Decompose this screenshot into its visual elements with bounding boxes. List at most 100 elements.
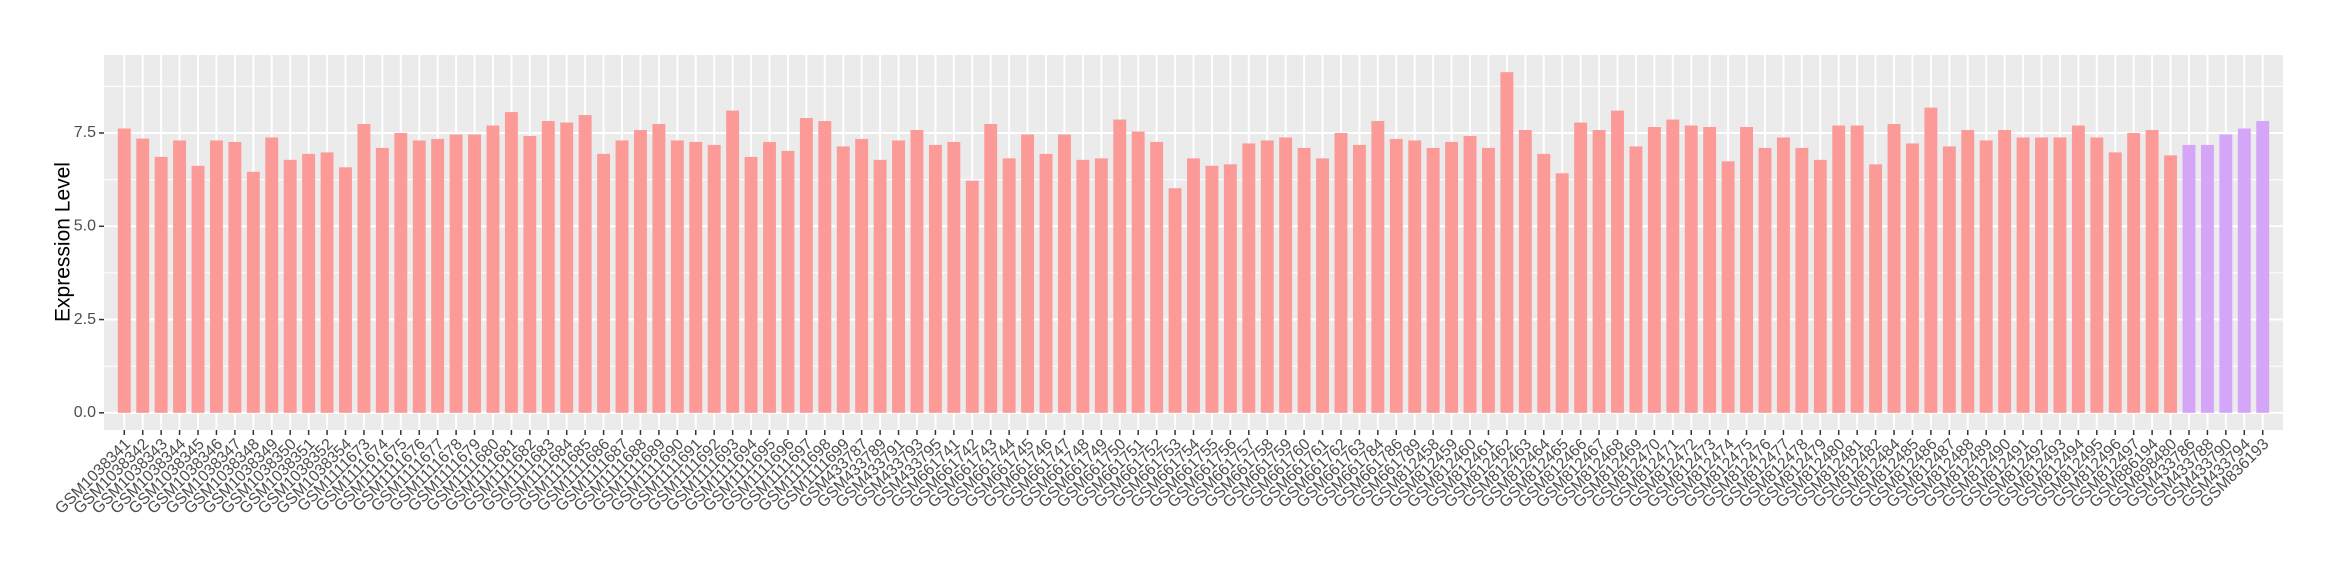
bar: [2256, 121, 2270, 413]
bar: [1205, 165, 1219, 413]
bar: [1297, 147, 1311, 413]
bar: [928, 144, 942, 413]
bar: [744, 156, 758, 413]
bar: [818, 121, 832, 413]
bar: [2035, 137, 2048, 413]
bar: [1371, 121, 1385, 413]
bar: [984, 124, 998, 413]
bar: [597, 153, 611, 413]
bar: [781, 150, 795, 413]
bar: [265, 137, 279, 413]
bar: [1703, 127, 1717, 413]
bar: [726, 110, 740, 413]
y-tick-label: 7.5: [74, 124, 96, 141]
bar: [707, 144, 721, 413]
bar: [1260, 140, 1274, 413]
bar: [2071, 125, 2085, 413]
bar: [2108, 152, 2122, 413]
bar: [191, 165, 205, 413]
bar: [836, 146, 850, 413]
bar: [283, 159, 297, 413]
bar: [1223, 164, 1237, 413]
bar: [117, 128, 131, 413]
bar: [2237, 128, 2251, 413]
bar: [1758, 147, 1772, 413]
bar: [1537, 153, 1551, 413]
bar: [1094, 158, 1108, 413]
bar: [486, 125, 500, 413]
bar: [2053, 137, 2067, 413]
bar: [357, 124, 371, 413]
bar: [1776, 137, 1790, 413]
bar: [431, 138, 445, 413]
bar: [320, 152, 334, 413]
bar: [1463, 135, 1477, 413]
bar: [1002, 158, 1016, 413]
bar: [1187, 158, 1200, 413]
bar: [1869, 164, 1883, 413]
bar: [228, 141, 242, 413]
bar: [1887, 124, 1901, 413]
bar: [2200, 144, 2214, 413]
bar: [1684, 125, 1698, 413]
bar: [560, 122, 574, 413]
bar: [375, 147, 389, 413]
bar: [910, 130, 924, 413]
bar: [1076, 159, 1090, 413]
bar: [1574, 122, 1588, 413]
bar: [873, 159, 887, 413]
bar: [1740, 127, 1753, 413]
bar: [1021, 134, 1035, 413]
bar: [154, 156, 168, 413]
bar: [2145, 130, 2159, 413]
bar: [246, 171, 260, 413]
y-tick-label: 2.5: [74, 311, 96, 328]
bar: [2219, 134, 2233, 413]
bar: [1518, 130, 1532, 413]
bar: [1979, 140, 1993, 413]
bar: [1113, 119, 1127, 413]
bar: [449, 134, 463, 413]
bar: [578, 115, 592, 413]
bar: [541, 121, 555, 413]
bar: [468, 134, 481, 413]
bar: [1998, 130, 2012, 413]
bar: [302, 153, 316, 413]
bar: [1721, 161, 1735, 413]
bar: [1647, 127, 1661, 413]
bar: [1389, 138, 1403, 413]
bar: [1445, 141, 1459, 413]
bar: [799, 118, 813, 413]
bar: [2127, 132, 2141, 413]
bar: [1131, 131, 1145, 413]
bar: [652, 124, 666, 413]
bar: [412, 140, 426, 413]
bar: [1168, 188, 1182, 413]
bar: [136, 138, 150, 413]
bar: [1058, 134, 1071, 413]
bar: [1961, 130, 1975, 413]
bar: [1942, 146, 1956, 413]
bar: [965, 180, 979, 413]
bar: [1352, 144, 1366, 413]
bar: [1482, 147, 1495, 413]
bar: [892, 140, 905, 413]
bar: [1666, 119, 1680, 413]
bar: [1592, 130, 1606, 413]
bar: [947, 141, 961, 413]
bar: [210, 140, 223, 413]
bar: [1408, 140, 1422, 413]
bar: [1611, 110, 1624, 413]
bar: [1555, 173, 1569, 413]
bar: [1334, 132, 1348, 413]
bar: [504, 112, 518, 413]
bar: [670, 140, 684, 413]
bar: [763, 141, 776, 413]
bar: [1150, 141, 1164, 413]
bar: [1832, 125, 1846, 413]
bar: [1795, 147, 1809, 413]
bar: [173, 140, 187, 413]
bar: [2182, 144, 2196, 413]
bar: [689, 141, 703, 413]
